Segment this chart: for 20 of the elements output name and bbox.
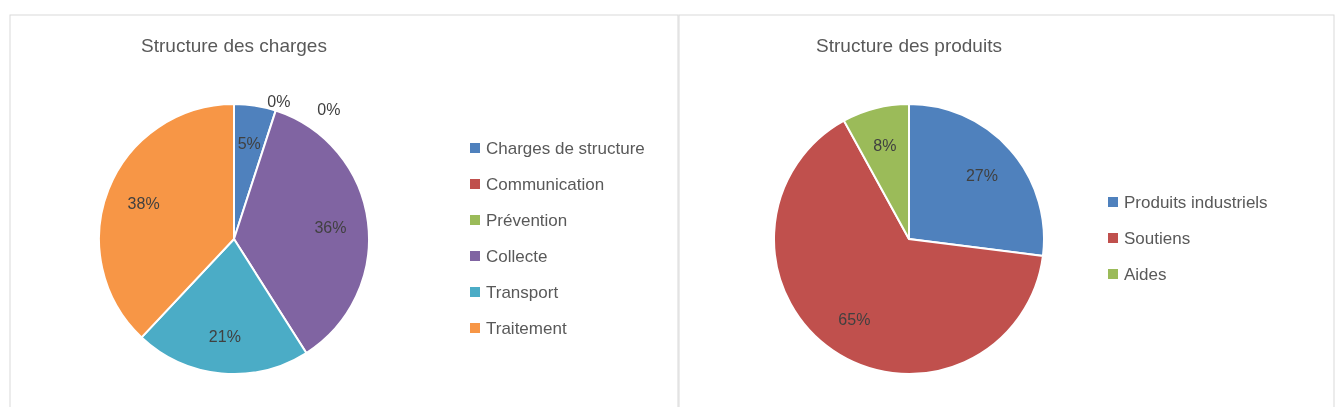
legend-label: Traitement (486, 319, 567, 338)
data-label: 21% (208, 327, 241, 345)
data-label: 27% (965, 166, 998, 184)
data-label: 8% (873, 136, 897, 154)
text: 0% (317, 101, 341, 119)
legend-label: Communication (486, 175, 605, 194)
chart-title: Structure des charges (141, 35, 327, 56)
legend-label: Produits industriels (1124, 193, 1268, 212)
data-label: 5% (237, 135, 261, 152)
legend-label: Transport (486, 283, 559, 302)
data-label: 38% (127, 195, 160, 213)
chart-title: Structure des produits (816, 35, 1002, 56)
data-label: 65% (838, 311, 871, 329)
legend-label: Prévention (486, 211, 568, 230)
legend-label: Charges de structure (486, 139, 645, 158)
data-label: 36% (314, 218, 347, 236)
legend-label: Collecte (486, 247, 548, 266)
legend-label: Soutiens (1124, 229, 1191, 248)
legend-label: Aides (1124, 265, 1167, 284)
text: 0% (267, 93, 291, 111)
